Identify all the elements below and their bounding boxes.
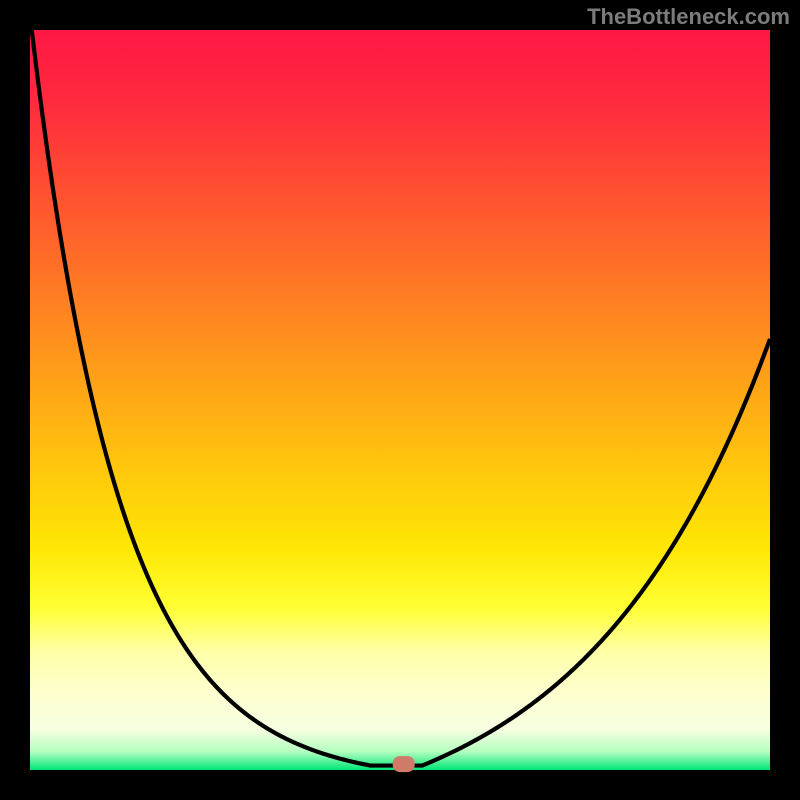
chart-svg (0, 0, 800, 800)
watermark-text: TheBottleneck.com (587, 4, 790, 30)
optimum-marker (393, 756, 415, 772)
chart-stage: TheBottleneck.com (0, 0, 800, 800)
plot-area (30, 30, 770, 770)
